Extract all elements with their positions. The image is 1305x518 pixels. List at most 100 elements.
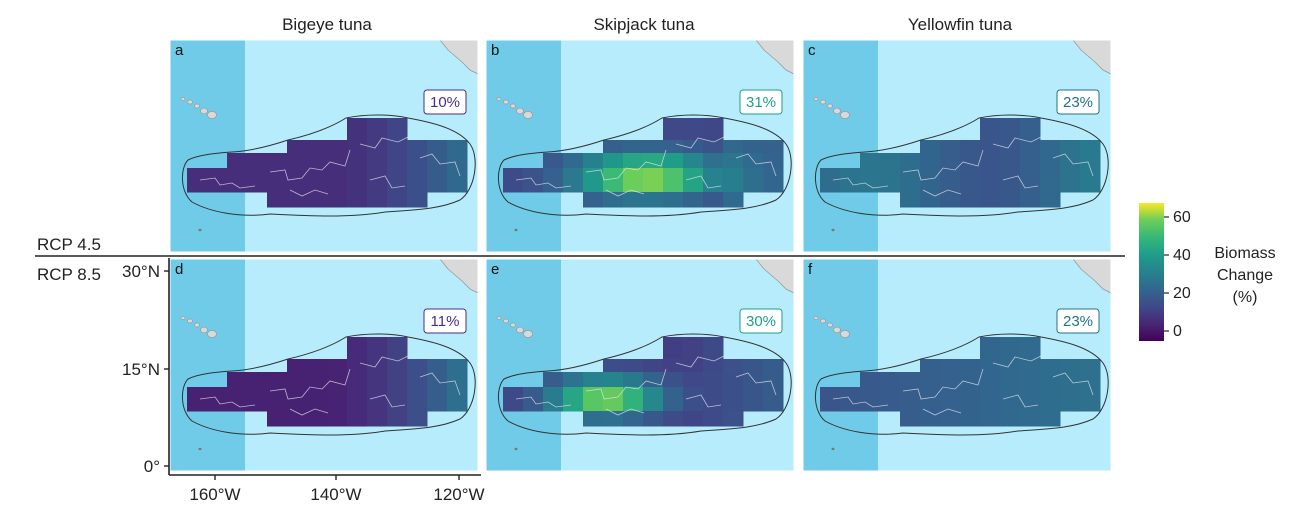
biomass-cell	[307, 387, 328, 412]
island-2	[503, 318, 509, 324]
biomass-cell	[543, 387, 564, 412]
biomass-cell	[563, 153, 584, 169]
y-tick-label-15n: 15°N	[122, 360, 160, 379]
biomass-cell	[940, 140, 961, 154]
biomass-cell	[643, 387, 664, 412]
percent-badge	[739, 89, 783, 115]
biomass-cell	[367, 387, 388, 412]
biomass-cell	[763, 372, 784, 388]
biomass-cell	[287, 387, 308, 412]
biomass-cell	[407, 140, 428, 154]
biomass-cell	[267, 153, 288, 169]
biomass-cell	[703, 140, 724, 154]
biomass-cell	[367, 118, 388, 141]
biomass-cell	[683, 359, 704, 373]
biomass-cell	[1020, 359, 1041, 373]
biomass-cell	[643, 359, 664, 373]
biomass-cell	[683, 387, 704, 412]
biomass-cell	[227, 387, 248, 412]
biomass-cell	[583, 411, 604, 427]
percent-badge	[423, 308, 467, 334]
biomass-cell	[267, 168, 288, 193]
biomass-cell	[367, 372, 388, 388]
biomass-cell	[980, 337, 1001, 360]
biomass-cell	[663, 337, 684, 360]
biomass-cell	[900, 387, 921, 412]
biomass-cell	[387, 118, 408, 141]
colorbar-label-20: 20	[1173, 285, 1191, 302]
biomass-cell	[387, 359, 408, 373]
biomass-cell	[723, 168, 744, 193]
biomass-cell	[643, 153, 664, 169]
biomass-cell	[227, 372, 248, 388]
biomass-cell	[643, 192, 664, 208]
biomass-cell	[583, 153, 604, 169]
biomass-cell	[723, 387, 744, 412]
biomass-cell	[287, 372, 308, 388]
biomass-cell	[307, 192, 328, 208]
biomass-cell	[1040, 359, 1061, 373]
biomass-cell	[940, 411, 961, 427]
island-3	[194, 322, 200, 328]
colorbar-title-line1: Biomass	[1214, 245, 1275, 262]
biomass-cell	[1000, 140, 1021, 154]
biomass-cell	[603, 387, 624, 412]
island-5	[840, 330, 850, 338]
panel-border	[485, 258, 795, 472]
biomass-cell	[603, 153, 624, 169]
island-1	[496, 97, 502, 101]
panel-letter-c: c	[808, 42, 816, 59]
biomass-cell	[940, 372, 961, 388]
biomass-cell	[367, 168, 388, 193]
biomass-cell	[1040, 387, 1061, 412]
biomass-cell	[980, 372, 1001, 388]
island-5	[523, 111, 533, 119]
biomass-cell	[367, 140, 388, 154]
biomass-cell	[367, 153, 388, 169]
biomass-cell	[1020, 411, 1041, 427]
island-3	[510, 103, 516, 109]
biomass-cell	[960, 372, 981, 388]
column-title-skipjack: Skipjack tuna	[593, 15, 695, 34]
y-tick-label-0: 0°	[144, 457, 160, 476]
biomass-cell	[663, 118, 684, 141]
biomass-cell	[1000, 337, 1021, 360]
biomass-cell	[1000, 118, 1021, 141]
eez-boundaries	[832, 135, 1094, 197]
biomass-cell	[1000, 387, 1021, 412]
small-island	[514, 447, 518, 451]
biomass-cell	[920, 153, 941, 169]
biomass-cell	[267, 411, 288, 427]
biomass-cell	[900, 168, 921, 193]
biomass-cell	[327, 372, 348, 388]
biomass-cell	[960, 192, 981, 208]
biomass-cell	[1000, 168, 1021, 193]
biomass-cell	[643, 168, 664, 193]
colorbar-label-0: 0	[1173, 323, 1182, 340]
biomass-cell	[387, 168, 408, 193]
biomass-cell	[327, 411, 348, 427]
panel-letter-b: b	[491, 42, 499, 59]
percent-label-d: 11%	[431, 313, 460, 330]
biomass-cell	[683, 372, 704, 388]
biomass-cell	[1020, 372, 1041, 388]
biomass-cell	[603, 372, 624, 388]
biomass-cell	[763, 387, 784, 412]
biomass-cell	[860, 153, 881, 169]
region-outline	[182, 333, 476, 436]
biomass-cell	[820, 387, 841, 412]
biomass-cell	[327, 140, 348, 154]
biomass-cell	[683, 168, 704, 193]
eez-boundaries	[515, 354, 777, 416]
y-tick-label-30n: 30°N	[122, 262, 160, 281]
biomass-cell	[1000, 153, 1021, 169]
biomass-cell	[387, 337, 408, 360]
row-label-rcp85: RCP 8.5	[37, 265, 101, 284]
biomass-cell	[1000, 372, 1021, 388]
region-outline	[815, 114, 1109, 217]
biomass-cell	[307, 359, 328, 373]
biomass-cell	[703, 192, 724, 208]
biomass-cell	[367, 337, 388, 360]
panel-border	[169, 258, 479, 472]
ocean-shaded-band	[486, 40, 561, 252]
